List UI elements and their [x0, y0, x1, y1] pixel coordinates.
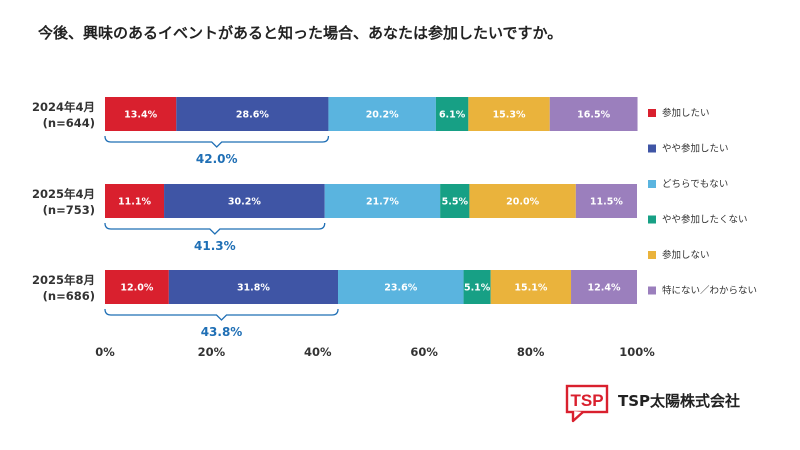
chart-title: 今後、興味のあるイベントがあると知った場合、あなたは参加したいですか。: [37, 24, 562, 42]
bar-value-label: 12.0%: [120, 283, 153, 294]
bar-value-label: 11.1%: [118, 197, 151, 208]
company-name: TSP太陽株式会社: [618, 392, 740, 410]
bracket: [104, 222, 326, 235]
legend-label: 特にない／わからない: [662, 285, 757, 297]
bracket: [104, 308, 339, 321]
x-tick-label: 80%: [517, 345, 545, 359]
bar-value-label: 16.5%: [577, 110, 610, 121]
x-tick-label: 100%: [619, 345, 655, 359]
bar-value-label: 23.6%: [384, 283, 417, 294]
x-tick-label: 0%: [95, 345, 115, 359]
bar-segment: [469, 184, 576, 218]
category-label: 2024年4月: [32, 100, 95, 114]
bar-segment: [324, 184, 441, 218]
bar-segment: [468, 97, 550, 131]
bar-value-label: 13.4%: [124, 110, 157, 121]
category-sample-size: (n=686): [43, 289, 95, 303]
legend-label: やや参加したくない: [662, 214, 748, 226]
bracket-total-label: 43.8%: [201, 325, 243, 339]
bar-segment: [490, 270, 572, 304]
legend-swatch: [648, 251, 656, 259]
legend-swatch: [648, 215, 656, 224]
bars-group: 2024年4月 (n=644) 13.4% 28.6% 20.2% 6.1% 15.3% 16…: [32, 97, 638, 339]
x-tick-label: 40%: [304, 345, 332, 359]
legend: 参加したいやや参加したいどちらでもないやや参加したくない参加しない特にない／わか…: [648, 107, 757, 297]
bar-value-label: 6.1%: [439, 110, 466, 121]
x-axis: 0% 20% 40% 60% 80% 100%: [95, 345, 655, 359]
tsp-logo: TSP: [565, 384, 609, 423]
category-sample-size: (n=644): [43, 116, 95, 130]
category-sample-size: (n=753): [43, 203, 95, 217]
bar-segment: [435, 97, 469, 131]
bar-segment: [105, 97, 177, 131]
bar-segment: [176, 97, 329, 131]
bar-segment: [571, 270, 637, 304]
bracket: [104, 135, 330, 148]
bar-segment: [164, 184, 325, 218]
bar-segment: [338, 270, 464, 304]
bar-value-label: 5.1%: [464, 283, 491, 294]
bracket-total-label: 42.0%: [196, 152, 238, 166]
bar-segment: [575, 184, 637, 218]
bar-segment: [549, 97, 638, 131]
x-tick-label: 60%: [410, 345, 438, 359]
bar-segment: [440, 184, 470, 218]
legend-swatch: [648, 180, 656, 188]
bar-segment: [168, 270, 339, 304]
legend-label: 参加しない: [662, 249, 710, 261]
bar-value-label: 15.1%: [514, 283, 547, 294]
bracket-total-label: 41.3%: [194, 239, 236, 253]
bar-segment: [105, 184, 165, 218]
bar-value-label: 31.8%: [237, 283, 270, 294]
legend-label: 参加したい: [662, 107, 710, 119]
bar-value-label: 15.3%: [493, 110, 526, 121]
bar-value-label: 11.5%: [590, 197, 623, 208]
x-tick-label: 20%: [198, 345, 226, 359]
bar-value-label: 30.2%: [228, 197, 261, 208]
legend-swatch: [648, 286, 656, 295]
bar-segment: [463, 270, 491, 304]
bar-segment: [105, 270, 169, 304]
legend-label: どちらでもない: [662, 179, 728, 190]
bar-value-label: 28.6%: [236, 110, 269, 121]
category-label: 2025年8月: [32, 273, 95, 287]
legend-swatch: [648, 144, 656, 153]
bar-value-label: 5.5%: [442, 197, 469, 208]
company-branding: TSP TSP太陽株式会社: [565, 384, 740, 423]
legend-swatch: [648, 109, 656, 117]
category-label: 2025年4月: [32, 187, 95, 201]
legend-label: やや参加したい: [662, 143, 729, 155]
bar-value-label: 21.7%: [366, 197, 399, 208]
bar-value-label: 12.4%: [588, 283, 621, 294]
logo-text: TSP: [570, 391, 603, 410]
bar-value-label: 20.2%: [366, 110, 399, 121]
bar-value-label: 20.0%: [506, 197, 539, 208]
bar-segment: [328, 97, 436, 131]
